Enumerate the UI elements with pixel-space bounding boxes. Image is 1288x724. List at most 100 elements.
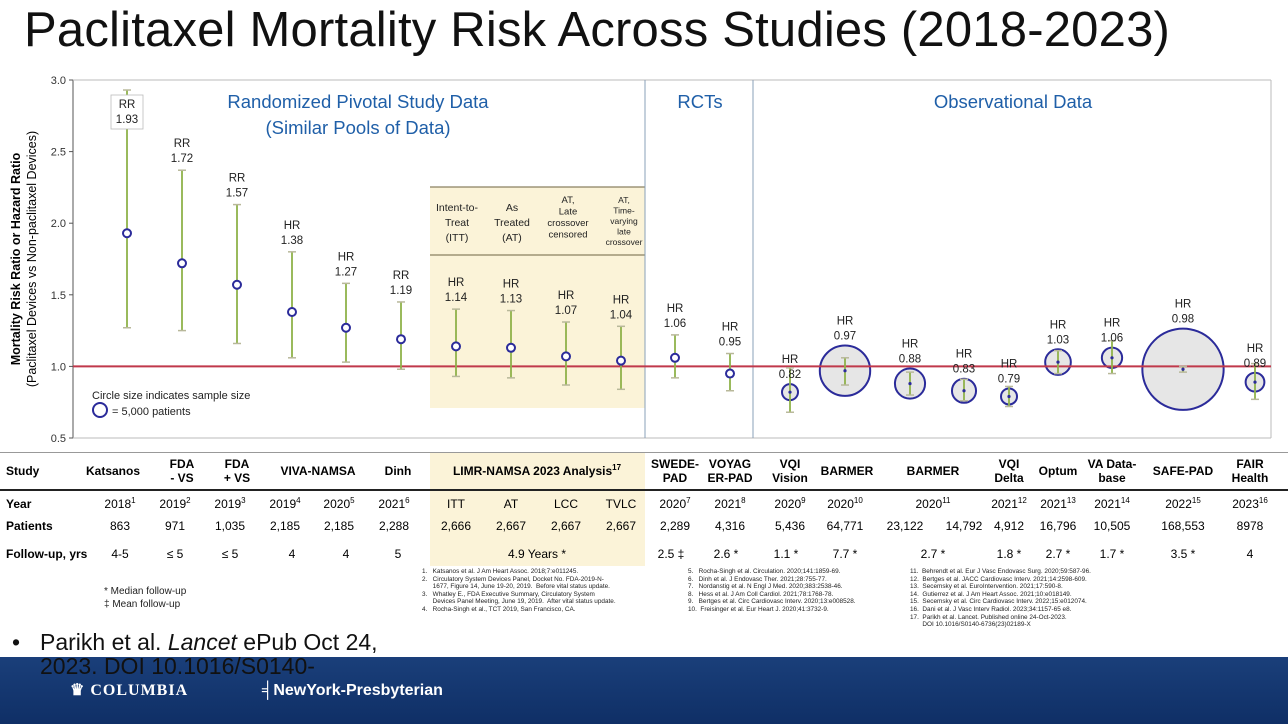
study-name: Dinh	[384, 464, 412, 478]
slide-title: Paclitaxel Mortality Risk Across Studies…	[24, 3, 1171, 57]
point-metric: HR	[503, 279, 520, 291]
study-name: LIMR-NAMSA 2023 Analysis17	[452, 463, 622, 479]
point-value-label: 0.83	[953, 364, 975, 376]
point-value-label: 1.04	[610, 309, 633, 321]
y-tick-label: 2.5	[51, 147, 66, 159]
limr-region	[430, 187, 645, 408]
year-cell: 20205	[323, 496, 355, 512]
point-value-label: 1.19	[390, 285, 412, 297]
forest-bubble-chart: Intent-to-Treat (ITT) As Treated (AT) AT, Late…	[9, 75, 1272, 445]
followup-cell: 5	[394, 547, 402, 561]
nyp-logo: ╡NewYork-Presbyterian	[262, 682, 443, 699]
y-tick-label: 1.0	[51, 361, 66, 373]
point-metric: HR	[1001, 358, 1018, 370]
point-marker	[451, 341, 461, 352]
point-metric: HR	[722, 322, 739, 334]
point-marker	[232, 279, 242, 290]
point-metric: HR	[1050, 319, 1067, 331]
label-box	[110, 94, 144, 130]
study-name: SAFE-PAD	[1152, 464, 1214, 478]
patients-cell: 5,436	[774, 519, 806, 533]
study-name: VQI Delta	[994, 457, 1024, 485]
columbia-logo: ♛ COLUMBIA	[70, 682, 189, 699]
bullet: •	[12, 629, 21, 655]
patients-cell: 2,667	[550, 519, 582, 533]
patients-cell: 2,666	[440, 519, 472, 533]
study-name: FDA + VS	[223, 457, 251, 485]
y-axis-label-2: (Paclitaxel Devices vs Non-paclitaxel De…	[25, 131, 39, 387]
followup-cell: 2.7 *	[920, 547, 946, 561]
patients-cell: 2,289	[659, 519, 691, 533]
point-value-label: 1.57	[226, 188, 248, 200]
followup-cell: 1.8 *	[996, 547, 1022, 561]
followup-cell: 2.7 *	[1045, 547, 1071, 561]
year-cell: 202114	[1094, 496, 1130, 512]
followup-cell: 4	[1246, 547, 1254, 561]
point-marker	[616, 355, 626, 366]
point-center	[1056, 360, 1060, 364]
followup-cell: 4	[288, 547, 296, 561]
year-cell: 20209	[774, 496, 806, 512]
limr-header: AT, Time-varying late crossover	[606, 195, 643, 247]
point-center	[908, 381, 912, 386]
reference-block: 1. Katsanos et al. J Am Heart Assoc. 201…	[422, 568, 616, 613]
point-center	[1181, 367, 1185, 371]
point-center	[1110, 356, 1114, 360]
year-cell: 202112	[991, 496, 1027, 512]
patients-cell: 168,553	[1161, 519, 1205, 533]
followup-cell: ≤ 5	[166, 547, 184, 561]
followup-cell: 2.6 *	[713, 547, 739, 561]
point-metric: HR	[1175, 299, 1192, 311]
point-metric: RR	[174, 138, 191, 150]
point-metric: HR	[1104, 318, 1121, 330]
nyp-mark-icon: ╡	[262, 682, 274, 699]
point-metric: HR	[338, 251, 355, 263]
followup-cell: 2.5 ‡	[657, 547, 685, 561]
point-marker	[725, 368, 735, 379]
table-rule	[0, 489, 1288, 491]
citation-text: Parikh et al. Lancet ePub Oct 24, 2023. …	[40, 629, 378, 679]
point-value-label: 1.06	[664, 318, 686, 330]
legend-key: = 5,000 patients	[112, 406, 191, 418]
point-center	[843, 369, 847, 373]
y-tick-label: 3.0	[51, 75, 66, 87]
point-value-label: 0.88	[899, 354, 921, 366]
year-cell: 20181	[104, 496, 136, 512]
point-center	[788, 390, 792, 394]
y-tick-label: 1.5	[51, 290, 66, 302]
patients-cell: 2,185	[323, 519, 355, 533]
year-cell: 20194	[269, 496, 301, 512]
point-value-label: 0.79	[998, 373, 1020, 385]
year-cell: 202010	[827, 496, 863, 512]
year-cell: 20193	[214, 496, 246, 512]
study-name: BARMER	[906, 464, 960, 478]
y-axis-label: Mortality Risk Ratio or Hazard Ratio	[9, 152, 23, 365]
patients-cell: 2,667	[605, 519, 637, 533]
patients-cell: 863	[109, 519, 131, 533]
point-value-label: 1.03	[1047, 334, 1069, 346]
reference-block: 11. Behrendt et al. Eur J Vasc Endovasc …	[910, 568, 1091, 629]
followup-cell: 3.5 *	[1170, 547, 1196, 561]
patients-cell: 971	[164, 519, 186, 533]
point-value-label: 0.82	[779, 369, 801, 381]
limr-header: Intent-to-Treat (ITT)	[436, 202, 479, 244]
patients-cell: 1,035	[214, 519, 246, 533]
point-value-label: 1.93	[116, 114, 138, 126]
study-name: VQI Vision	[772, 457, 808, 485]
followup-cell: 4.9 Years *	[507, 547, 567, 561]
point-value-label: 1.07	[555, 305, 577, 317]
point-metric: HR	[837, 316, 854, 328]
point-marker	[341, 322, 351, 333]
study-name: Optum	[1038, 464, 1078, 478]
year-cell: 20218	[714, 496, 746, 512]
year-cell: ITT	[447, 497, 465, 511]
point-center	[1253, 380, 1257, 384]
row-label-patients: Patients	[6, 519, 53, 533]
year-cell: AT	[503, 497, 519, 511]
point-value-label: 1.14	[445, 292, 468, 304]
patients-cell: 2,185	[269, 519, 301, 533]
patients-cell: 4,316	[714, 519, 746, 533]
year-cell: 20216	[378, 496, 410, 512]
year-cell: 202011	[915, 496, 951, 512]
study-name: FAIR Health	[1231, 457, 1269, 485]
